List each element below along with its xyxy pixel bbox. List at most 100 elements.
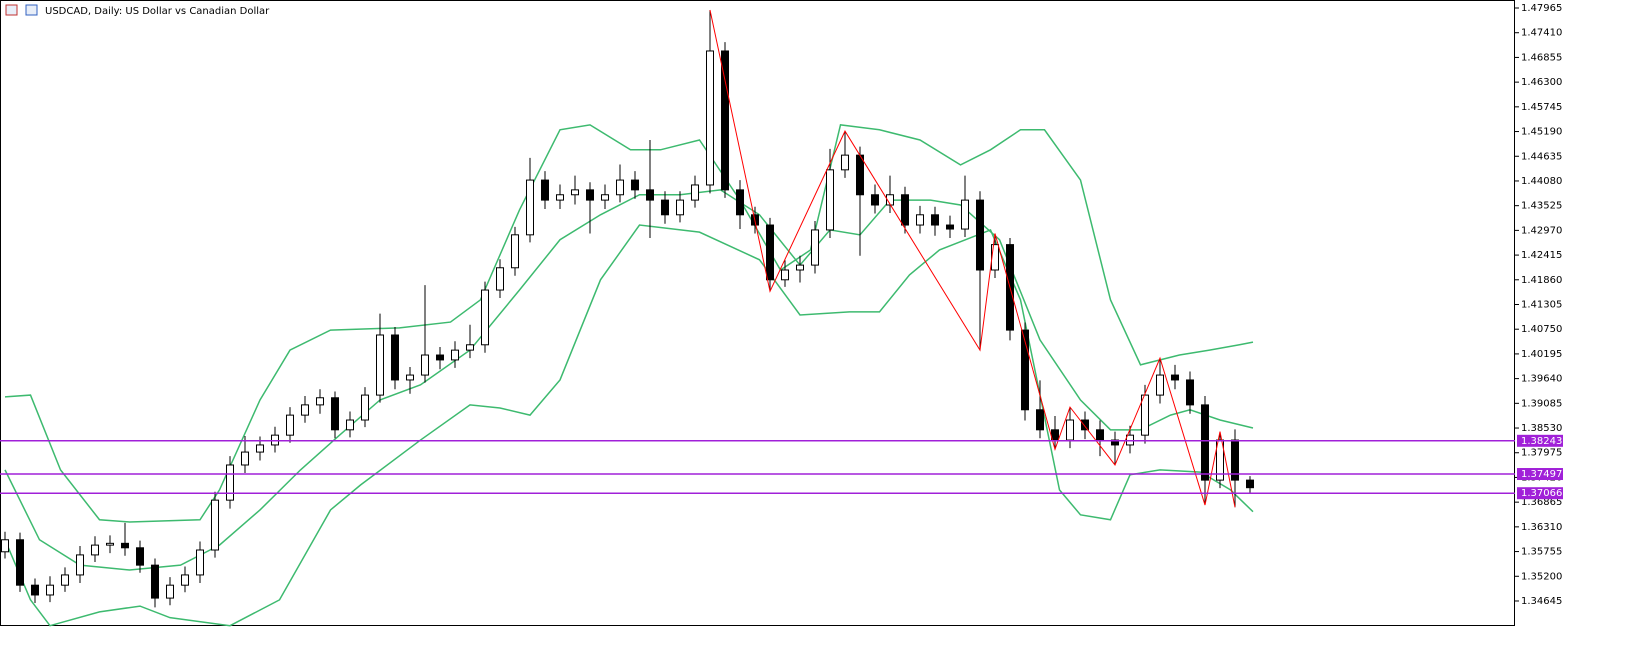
plot-frame bbox=[0, 0, 1515, 626]
bollinger-band bbox=[4, 124, 1254, 523]
candle-body bbox=[211, 499, 219, 551]
candle-body bbox=[646, 189, 654, 201]
y-tick-label: 1.37975 bbox=[1521, 448, 1562, 459]
candle-body bbox=[61, 574, 69, 586]
icon bbox=[25, 4, 38, 16]
y-tick-label: 1.35755 bbox=[1521, 547, 1562, 558]
candle-body bbox=[826, 169, 834, 231]
candle-body bbox=[676, 199, 684, 216]
candle-body bbox=[796, 264, 804, 271]
candle-body bbox=[166, 584, 174, 599]
y-tick-label: 1.39640 bbox=[1521, 374, 1562, 385]
candle-body bbox=[451, 349, 459, 361]
y-tick-label: 1.36865 bbox=[1521, 497, 1562, 508]
candle-body bbox=[541, 179, 549, 201]
y-tick-label: 1.47965 bbox=[1521, 3, 1562, 14]
candle-body bbox=[721, 50, 729, 191]
candle-body bbox=[571, 189, 579, 196]
candle-body bbox=[1111, 439, 1119, 446]
candle-body bbox=[256, 444, 264, 453]
candle-body bbox=[781, 269, 789, 281]
candle-body bbox=[286, 414, 294, 436]
candle-body bbox=[226, 464, 234, 501]
candle-body bbox=[586, 189, 594, 201]
candle-body bbox=[136, 547, 144, 566]
candle-body bbox=[406, 374, 414, 381]
candle-body bbox=[1201, 404, 1209, 481]
candle-body bbox=[631, 179, 639, 191]
level-label: 1.37497 bbox=[1521, 469, 1562, 480]
candle-body bbox=[46, 584, 54, 596]
candle-body bbox=[1171, 374, 1179, 381]
candle-body bbox=[811, 229, 819, 266]
y-tick-label: 1.43525 bbox=[1521, 201, 1562, 212]
level-label: 1.37066 bbox=[1521, 488, 1562, 499]
candle-body bbox=[601, 194, 609, 201]
y-tick-label: 1.36310 bbox=[1521, 522, 1562, 533]
y-tick-label: 1.39085 bbox=[1521, 398, 1562, 409]
y-tick-label: 1.47410 bbox=[1521, 28, 1562, 39]
candle-body bbox=[1231, 439, 1239, 481]
candle-body bbox=[931, 214, 939, 226]
y-tick-label: 1.40195 bbox=[1521, 349, 1562, 360]
candle-body bbox=[1156, 374, 1164, 396]
candle-body bbox=[841, 154, 849, 171]
y-tick-label: 1.41860 bbox=[1521, 275, 1562, 286]
candle-body bbox=[766, 224, 774, 281]
y-tick-label: 1.44080 bbox=[1521, 176, 1562, 187]
candle-body bbox=[421, 354, 429, 376]
candle-body bbox=[1051, 429, 1059, 441]
y-tick-label: 1.38530 bbox=[1521, 423, 1562, 434]
candle-body bbox=[946, 224, 954, 230]
candle-body bbox=[391, 334, 399, 381]
candle-body bbox=[106, 542, 114, 546]
candle-body bbox=[691, 184, 699, 201]
candle-body bbox=[1096, 429, 1104, 441]
candle-body bbox=[346, 419, 354, 431]
candle-body bbox=[376, 334, 384, 396]
candle-body bbox=[121, 542, 129, 549]
chart-title: USDCAD, Daily: US Dollar vs Canadian Dol… bbox=[45, 6, 270, 17]
level-label-box bbox=[1517, 434, 1563, 447]
candle-body bbox=[436, 354, 444, 361]
bollinger-band bbox=[4, 189, 1254, 571]
candle-body bbox=[196, 549, 204, 576]
candle-body bbox=[271, 434, 279, 446]
candle-body bbox=[526, 179, 534, 236]
candle-body bbox=[976, 199, 984, 271]
candle-body bbox=[901, 194, 909, 226]
y-tick-label: 1.41305 bbox=[1521, 299, 1562, 310]
candle-body bbox=[361, 394, 369, 421]
candle-body bbox=[1141, 394, 1149, 436]
candle-body bbox=[706, 50, 714, 186]
candle-body bbox=[1246, 479, 1254, 489]
candle-body bbox=[916, 214, 924, 226]
candle-body bbox=[871, 194, 879, 206]
candle-body bbox=[736, 189, 744, 216]
candle-body bbox=[991, 244, 999, 271]
y-tick-label: 1.45745 bbox=[1521, 102, 1562, 113]
y-tick-label: 1.42415 bbox=[1521, 250, 1562, 261]
bollinger-band bbox=[4, 224, 1254, 627]
candle-body bbox=[16, 539, 24, 586]
y-tick-label: 1.35200 bbox=[1521, 571, 1562, 582]
candle-body bbox=[661, 199, 669, 216]
y-tick-label: 1.46300 bbox=[1521, 77, 1562, 88]
y-tick-label: 1.45190 bbox=[1521, 127, 1562, 138]
candle-body bbox=[556, 194, 564, 201]
candle-body bbox=[301, 404, 309, 416]
candle-body bbox=[91, 544, 99, 556]
level-label-box bbox=[1517, 468, 1563, 481]
candle-body bbox=[1186, 379, 1194, 406]
candle-body bbox=[856, 154, 864, 196]
candle-body bbox=[181, 574, 189, 586]
candle-body bbox=[1036, 409, 1044, 431]
candle-body bbox=[1066, 419, 1074, 441]
candle-body bbox=[496, 267, 504, 291]
y-tick-label: 1.40750 bbox=[1521, 324, 1562, 335]
candle-body bbox=[241, 451, 249, 466]
icon bbox=[5, 4, 18, 16]
candle-body bbox=[1126, 434, 1134, 446]
candle-body bbox=[1021, 329, 1029, 411]
